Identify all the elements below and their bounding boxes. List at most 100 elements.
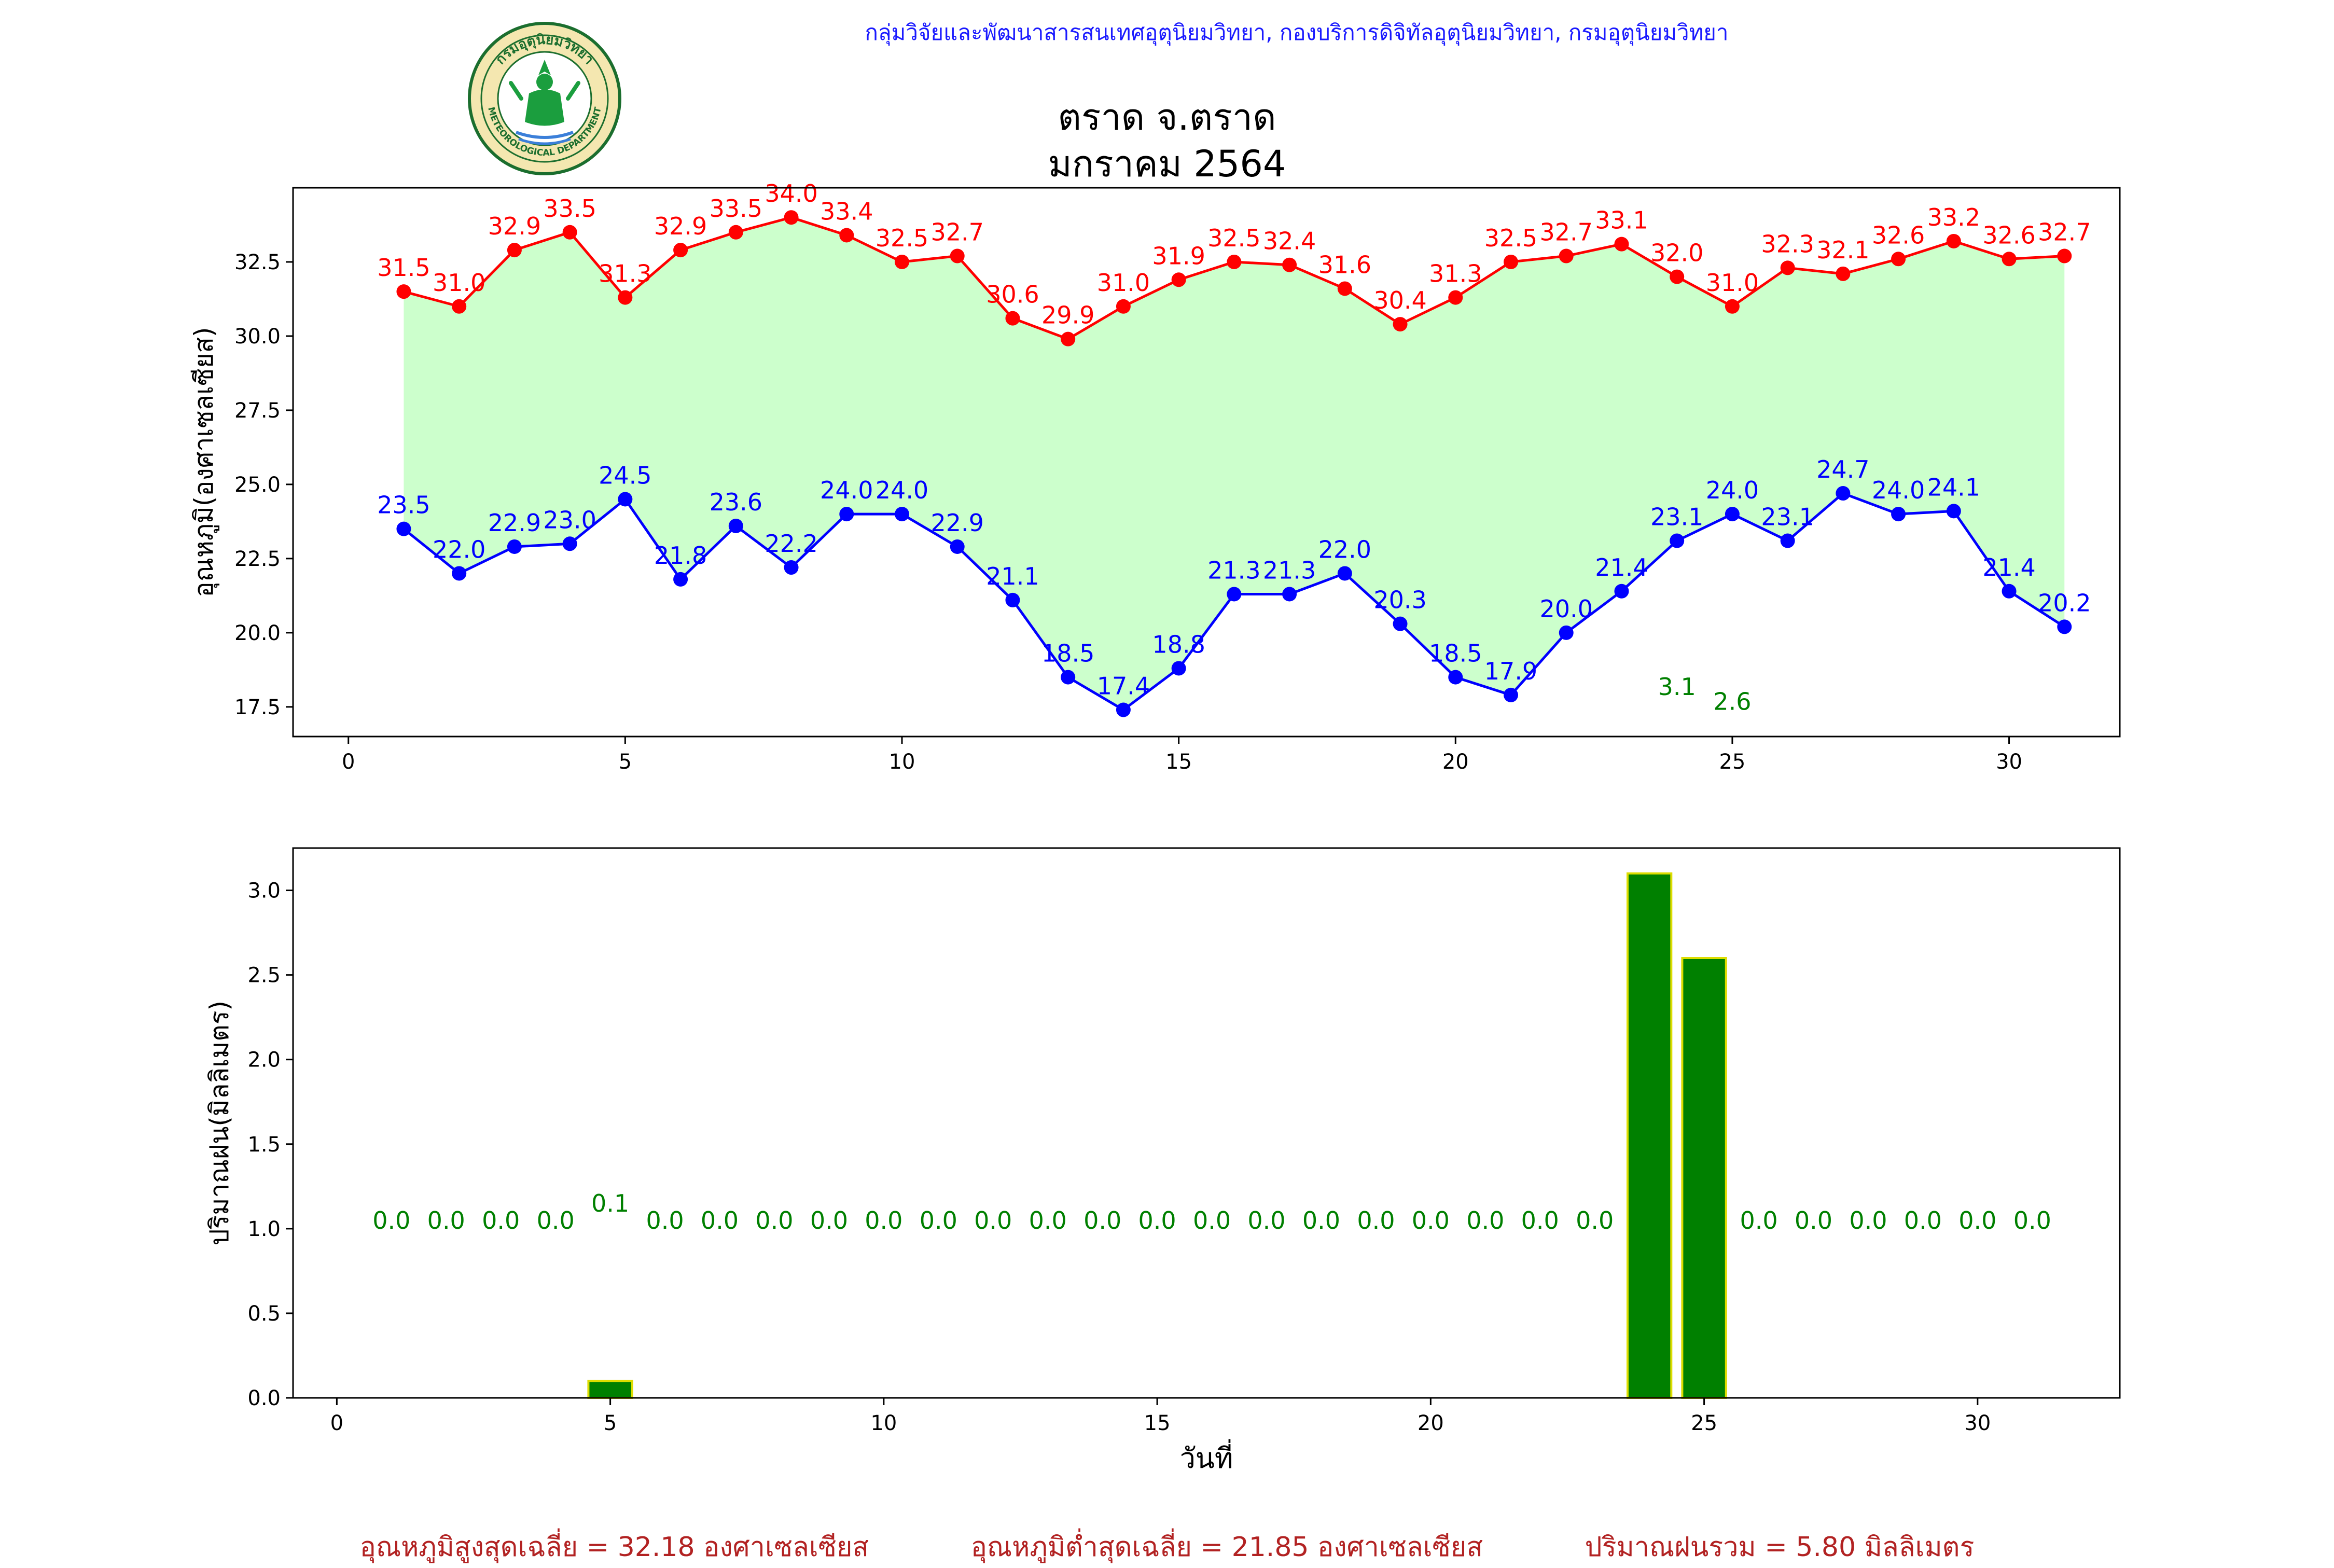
min-temp-point (1614, 584, 1629, 599)
min-temp-data-label: 23.0 (543, 506, 596, 534)
temperature-y-tick-label: 25.0 (234, 473, 281, 497)
rainfall-y-tick-label: 0.0 (247, 1386, 281, 1410)
temperature-chart: 31.531.032.933.531.332.933.534.033.432.5… (189, 179, 2121, 774)
min-temp-data-label: 24.5 (599, 461, 651, 489)
max-temp-point (1448, 290, 1463, 305)
max-temp-point (1559, 248, 1574, 263)
rainfall-data-label: 0.0 (1904, 1206, 1942, 1234)
deity-emblem-icon (509, 60, 580, 145)
max-temp-data-label: 32.6 (1982, 221, 2035, 249)
temperature-range-fill (404, 217, 2065, 710)
min-temp-point (396, 521, 411, 536)
max-temp-point (1171, 272, 1186, 287)
min-temp-point (2057, 619, 2072, 634)
rainfall-data-label: 0.0 (974, 1206, 1012, 1234)
rainfall-x-tick-label: 10 (870, 1411, 897, 1435)
min-temp-point (1227, 587, 1242, 602)
max-temp-point (1227, 254, 1242, 269)
temperature-x-tick-label: 30 (1996, 750, 2022, 774)
max-temp-data-label: 31.3 (599, 260, 651, 288)
rainfall-y-tick-label: 2.0 (247, 1048, 281, 1072)
max-temp-data-label: 32.9 (488, 212, 541, 240)
total-rainfall: ปริมาณฝนรวม = 5.80 มิลลิเมตร (1585, 1532, 1975, 1563)
rainfall-bar (1626, 872, 1673, 1399)
rainfall-plot-frame (292, 847, 2121, 1399)
min-temp-data-label: 21.4 (1595, 553, 1648, 581)
min-temp-point (673, 572, 688, 587)
rainfall-data-label: 0.0 (1521, 1206, 1559, 1234)
rainfall-data-label: 0.0 (1247, 1206, 1285, 1234)
min-temp-point (507, 539, 522, 554)
rainfall-data-label: 0.0 (920, 1206, 957, 1234)
min-temp-point (1116, 702, 1131, 717)
rainfall-x-tick-label: 20 (1418, 1411, 1444, 1435)
min-temp-point (728, 518, 743, 533)
max-temp-point (950, 248, 965, 263)
station-title: ตราด จ.ตราด (1058, 96, 1276, 138)
min-temp-point (1171, 661, 1186, 676)
rainfall-data-label: 0.0 (1193, 1206, 1231, 1234)
min-temp-point (1559, 625, 1574, 640)
max-temp-data-label: 32.0 (1650, 239, 1703, 267)
min-temp-point (1448, 670, 1463, 685)
max-temp-data-label: 33.1 (1595, 206, 1648, 234)
min-temp-point (950, 539, 965, 554)
max-temp-point (2057, 248, 2072, 263)
rainfall-data-label: 0.0 (1029, 1206, 1067, 1234)
temperature-y-axis-label: อุณหภูมิ(องศาเซลเซียส) (189, 327, 219, 597)
min-temp-data-label: 21.4 (1982, 553, 2035, 581)
max-temp-data-label: 30.4 (1373, 286, 1426, 314)
max-temp-point (1670, 269, 1685, 284)
min-temp-data-label: 18.8 (1152, 630, 1205, 658)
max-temp-point (839, 228, 854, 243)
max-temp-point (1282, 257, 1297, 272)
temperature-x-tick-label: 15 (1165, 750, 1192, 774)
min-temp-data-label: 21.1 (986, 562, 1039, 590)
temperature-plot-frame (292, 187, 2121, 738)
rainfall-x-axis-label: วันที่ (1180, 1439, 1233, 1475)
avg-max-temp: อุณหภูมิสูงสุดเฉลี่ย = 32.18 องศาเซลเซีย… (359, 1532, 869, 1563)
temperature-x-tick-label: 5 (619, 750, 632, 774)
max-temp-point (1891, 252, 1906, 267)
max-temp-data-label: 31.0 (1097, 269, 1150, 297)
max-temp-data-label: 32.3 (1761, 230, 1814, 258)
max-temp-data-label: 32.5 (1207, 224, 1260, 252)
min-temp-data-label: 23.6 (710, 488, 762, 516)
rainfall-data-label: 0.0 (1740, 1206, 1777, 1234)
min-temp-point (1725, 507, 1740, 522)
rainfall-overflow-label: 2.6 (1713, 688, 1751, 716)
rainfall-data-label: 0.0 (1795, 1206, 1832, 1234)
max-temp-data-label: 31.6 (1318, 251, 1371, 279)
min-temp-point (784, 560, 799, 575)
min-temp-data-label: 21.3 (1263, 556, 1316, 584)
temperature-y-tick-label: 32.5 (234, 251, 281, 274)
rainfall-data-label: 0.0 (537, 1206, 575, 1234)
min-temp-data-label: 22.0 (433, 535, 485, 563)
rainfall-x-tick-label: 5 (604, 1411, 617, 1435)
rainfall-data-label: 0.0 (646, 1206, 684, 1234)
max-temp-point (784, 210, 799, 225)
max-temp-point (1504, 254, 1518, 269)
min-temp-data-label: 18.5 (1429, 640, 1482, 668)
rainfall-data-label: 0.0 (2013, 1206, 2051, 1234)
max-temp-data-label: 32.5 (876, 224, 928, 252)
min-temp-point (1504, 687, 1518, 702)
max-temp-data-label: 32.7 (931, 218, 984, 246)
rainfall-overflow-label: 3.1 (1658, 673, 1696, 701)
rainfall-data-label: 0.0 (1576, 1206, 1614, 1234)
rainfall-y-axis-label: ปริมาณฝน(มิลลิเมตร) (204, 1001, 234, 1245)
rainfall-data-label: 0.0 (1849, 1206, 1887, 1234)
min-temp-data-label: 24.0 (876, 476, 928, 504)
max-temp-point (1337, 281, 1352, 296)
min-temp-data-label: 24.1 (1927, 473, 1980, 501)
min-temp-data-label: 20.3 (1373, 586, 1426, 614)
temperature-x-tick-label: 25 (1719, 750, 1745, 774)
max-temp-data-label: 32.4 (1263, 227, 1316, 255)
max-temp-point (1725, 299, 1740, 314)
rainfall-data-label: 0.0 (701, 1206, 739, 1234)
max-temp-point (2002, 252, 2017, 267)
month-title: มกราคม 2564 (1048, 143, 1286, 185)
rainfall-data-label: 0.0 (1138, 1206, 1176, 1234)
min-temp-point (839, 507, 854, 522)
